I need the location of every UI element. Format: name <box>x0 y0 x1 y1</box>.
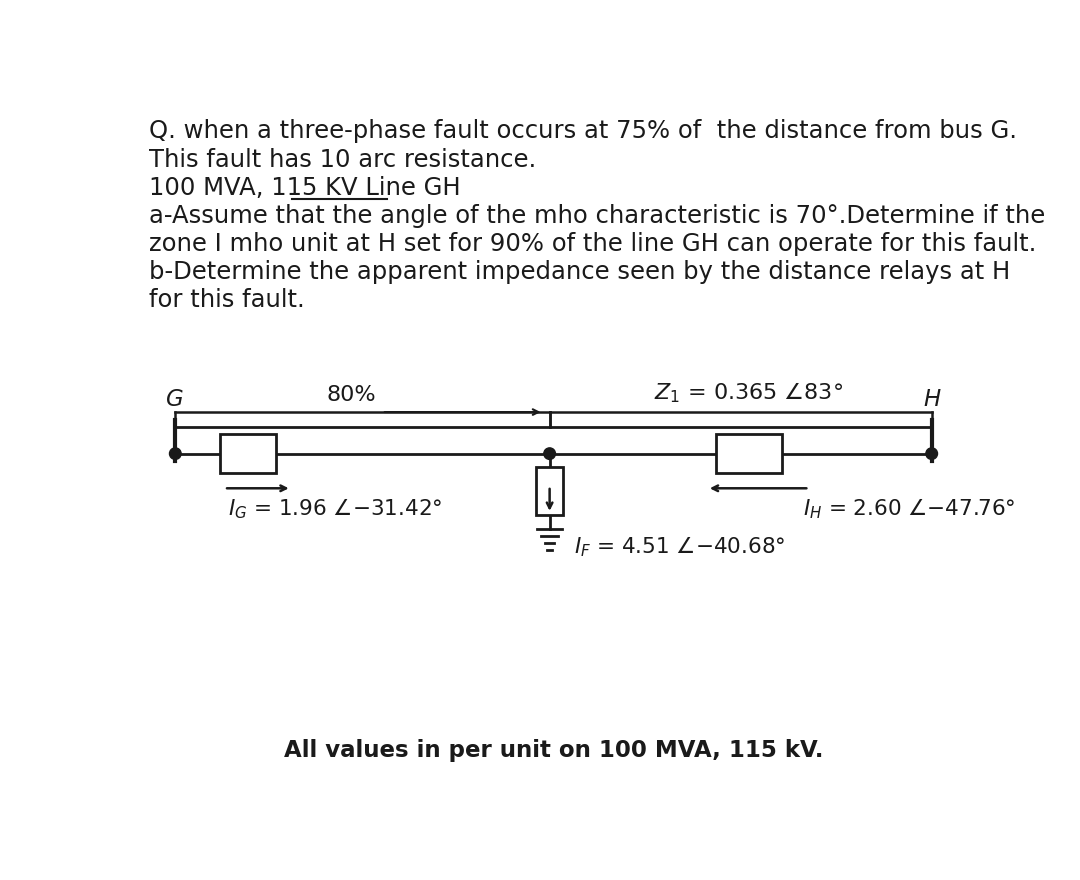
Bar <box>220 435 276 473</box>
Bar <box>716 435 782 473</box>
Text: $\it{I}_H$ = 2.60 $\angle$$-$47.76°: $\it{I}_H$ = 2.60 $\angle$$-$47.76° <box>804 496 1015 521</box>
Circle shape <box>926 448 937 459</box>
Circle shape <box>170 448 181 459</box>
Circle shape <box>544 448 555 459</box>
Text: Q. when a three-phase fault occurs at 75% of  the distance from bus G.: Q. when a three-phase fault occurs at 75… <box>149 120 1017 143</box>
Text: 80%: 80% <box>326 385 376 405</box>
Text: b-Determine the apparent impedance seen by the distance relays at H: b-Determine the apparent impedance seen … <box>149 260 1010 284</box>
Text: 100 MVA, 115 KV Line GH: 100 MVA, 115 KV Line GH <box>149 176 460 200</box>
Text: $Z_1$ = 0.365 $\angle$83°: $Z_1$ = 0.365 $\angle$83° <box>653 380 842 405</box>
Text: a-Assume that the angle of the mho characteristic is 70°.Determine if the: a-Assume that the angle of the mho chara… <box>149 204 1045 228</box>
Text: zone I mho unit at H set for 90% of the line GH can operate for this fault.: zone I mho unit at H set for 90% of the … <box>149 232 1037 256</box>
Bar <box>537 467 563 515</box>
Text: H: H <box>923 387 941 410</box>
Text: $\it{I}_G$ = 1.96 $\angle$$-$31.42°: $\it{I}_G$ = 1.96 $\angle$$-$31.42° <box>228 496 443 521</box>
Text: G: G <box>166 387 185 410</box>
Text: $\it{I}_F$ = 4.51 $\angle$$-$40.68°: $\it{I}_F$ = 4.51 $\angle$$-$40.68° <box>575 534 786 559</box>
Text: for this fault.: for this fault. <box>149 288 305 312</box>
Text: This fault has 10 arc resistance.: This fault has 10 arc resistance. <box>149 148 536 172</box>
Text: All values in per unit on 100 MVA, 115 kV.: All values in per unit on 100 MVA, 115 k… <box>284 738 823 762</box>
